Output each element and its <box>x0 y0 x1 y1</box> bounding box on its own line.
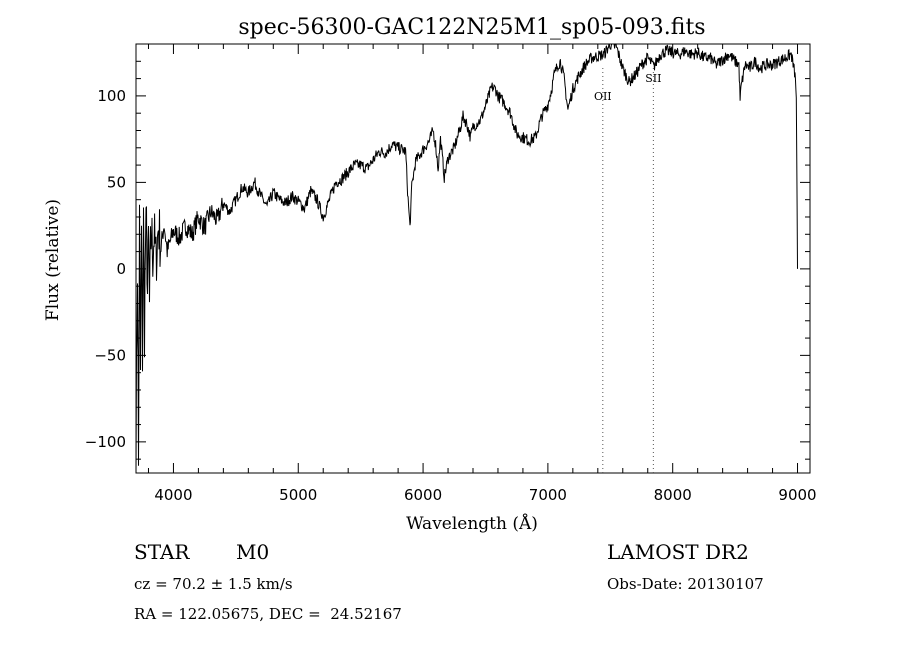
y-tick-label: −100 <box>85 433 126 451</box>
emission-line-label: SII <box>645 72 661 85</box>
x-tick-label: 5000 <box>279 486 317 504</box>
survey-name: LAMOST DR2 <box>607 540 749 564</box>
x-tick-label: 7000 <box>529 486 567 504</box>
y-tick-label: 0 <box>116 260 126 278</box>
x-tick-label: 4000 <box>154 486 192 504</box>
y-tick-label: 100 <box>97 87 126 105</box>
annotation-lines: OII SII <box>594 66 661 473</box>
y-tick-label: 50 <box>107 173 126 191</box>
y-tick-label: −50 <box>94 346 126 364</box>
emission-line-label: OII <box>594 90 612 103</box>
coordinates: RA = 122.05675, DEC = 24.52167 <box>134 605 402 623</box>
chart-title: spec-56300-GAC122N25M1_sp05-093.fits <box>238 15 705 40</box>
object-subclass: M0 <box>236 540 270 564</box>
x-axis-tick-labels: 4000 5000 6000 7000 8000 9000 <box>154 486 816 504</box>
y-axis-tick-labels: −100 −50 0 50 100 <box>85 87 126 451</box>
x-axis-label: Wavelength (Å) <box>406 513 538 534</box>
x-tick-label: 8000 <box>654 486 692 504</box>
plot-border <box>135 43 811 474</box>
x-axis-ticks <box>147 44 799 473</box>
series-layer <box>135 43 798 474</box>
observation-date: Obs-Date: 20130107 <box>607 575 764 593</box>
object-class: STAR <box>134 540 190 564</box>
plot-frame <box>135 43 811 474</box>
x-tick-label: 9000 <box>778 486 816 504</box>
redshift-velocity: cz = 70.2 ± 1.5 km/s <box>134 575 293 593</box>
y-axis-ticks <box>136 60 810 460</box>
x-tick-label: 6000 <box>404 486 442 504</box>
y-axis-label: Flux (relative) <box>43 199 63 321</box>
spectrum-line <box>135 43 798 474</box>
